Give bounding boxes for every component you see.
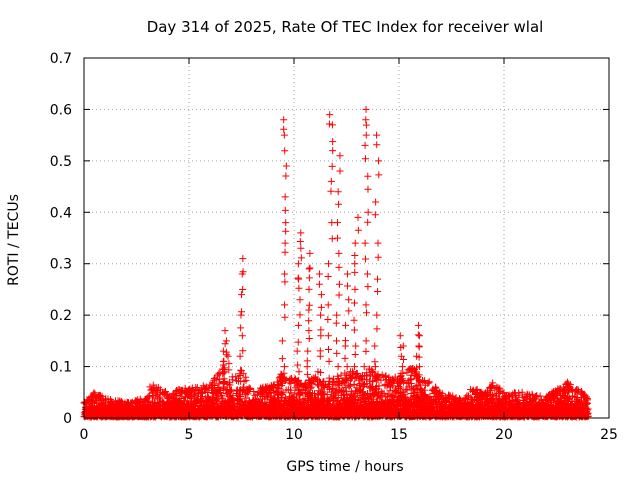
data-points <box>80 105 592 421</box>
data-point <box>425 378 433 386</box>
grid-lines <box>84 58 609 418</box>
data-point <box>90 389 98 397</box>
chart-title: Day 314 of 2025, Rate Of TEC Index for r… <box>147 18 544 36</box>
data-point <box>98 392 106 400</box>
data-point <box>224 352 232 360</box>
